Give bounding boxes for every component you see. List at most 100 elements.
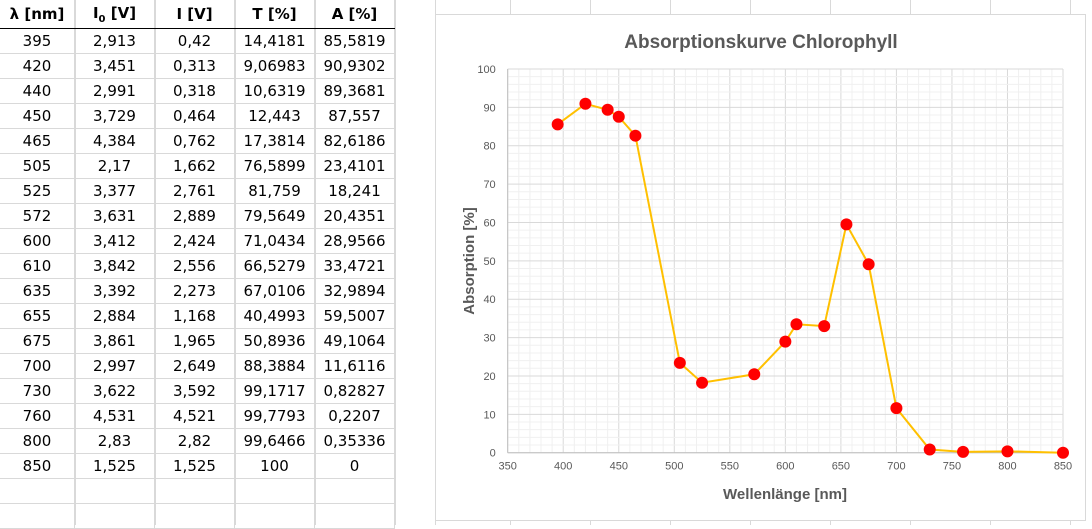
header-a[interactable]: A [%]: [314, 0, 395, 29]
table-cell[interactable]: 572: [0, 203, 75, 229]
table-cell[interactable]: 395: [0, 28, 75, 54]
table-cell[interactable]: 3,451: [74, 53, 155, 79]
table-cell[interactable]: 76,5899: [234, 153, 315, 179]
table-cell[interactable]: 850: [0, 453, 75, 479]
table-cell[interactable]: 1,525: [154, 453, 235, 479]
table-cell[interactable]: 0,82827: [314, 378, 395, 404]
table-cell[interactable]: 2,913: [74, 28, 155, 54]
table-cell[interactable]: 3,842: [74, 253, 155, 279]
table-cell[interactable]: 89,3681: [314, 78, 395, 104]
chart-area[interactable]: [435, 14, 1086, 521]
table-cell[interactable]: 635: [0, 278, 75, 304]
table-cell[interactable]: 87,557: [314, 103, 395, 129]
table-cell[interactable]: 2,83: [74, 428, 155, 454]
table-cell[interactable]: 2,884: [74, 303, 155, 329]
header-t[interactable]: T [%]: [234, 0, 315, 29]
table-cell[interactable]: 2,17: [74, 153, 155, 179]
table-cell[interactable]: 700: [0, 353, 75, 379]
table-cell[interactable]: 3,377: [74, 178, 155, 204]
table-cell[interactable]: 800: [0, 428, 75, 454]
table-cell[interactable]: 4,531: [74, 403, 155, 429]
table-cell[interactable]: 4,384: [74, 128, 155, 154]
table-cell[interactable]: 90,9302: [314, 53, 395, 79]
table-cell[interactable]: 66,5279: [234, 253, 315, 279]
table-cell[interactable]: 40,4993: [234, 303, 315, 329]
table-cell[interactable]: 2,424: [154, 228, 235, 254]
table-cell[interactable]: 20,4351: [314, 203, 395, 229]
table-cell[interactable]: 0,2207: [314, 403, 395, 429]
table-cell[interactable]: 100: [234, 453, 315, 479]
table-cell[interactable]: 99,1717: [234, 378, 315, 404]
table-cell[interactable]: 525: [0, 178, 75, 204]
table-cell[interactable]: 0: [314, 453, 395, 479]
table-cell[interactable]: 17,3814: [234, 128, 315, 154]
header-i0[interactable]: I0 [V]: [74, 0, 155, 29]
table-cell[interactable]: 3,861: [74, 328, 155, 354]
table-cell[interactable]: 760: [0, 403, 75, 429]
table-cell[interactable]: 3,592: [154, 378, 235, 404]
table-cell[interactable]: 730: [0, 378, 75, 404]
table-cell[interactable]: 2,889: [154, 203, 235, 229]
table-cell[interactable]: 0,318: [154, 78, 235, 104]
table-cell[interactable]: 3,622: [74, 378, 155, 404]
table-cell[interactable]: 85,5819: [314, 28, 395, 54]
table-cell[interactable]: 1,525: [74, 453, 155, 479]
table-cell[interactable]: 2,556: [154, 253, 235, 279]
table-cell[interactable]: 10,6319: [234, 78, 315, 104]
empty-cell[interactable]: [234, 478, 315, 504]
empty-cell[interactable]: [0, 478, 75, 504]
table-cell[interactable]: 14,4181: [234, 28, 315, 54]
table-cell[interactable]: 82,6186: [314, 128, 395, 154]
table-cell[interactable]: 0,35336: [314, 428, 395, 454]
table-cell[interactable]: 610: [0, 253, 75, 279]
table-cell[interactable]: 2,991: [74, 78, 155, 104]
empty-cell[interactable]: [154, 478, 235, 504]
table-cell[interactable]: 71,0434: [234, 228, 315, 254]
table-cell[interactable]: 67,0106: [234, 278, 315, 304]
header-i[interactable]: I [V]: [154, 0, 235, 29]
table-cell[interactable]: 505: [0, 153, 75, 179]
table-cell[interactable]: 465: [0, 128, 75, 154]
table-cell[interactable]: 99,6466: [234, 428, 315, 454]
table-cell[interactable]: 79,5649: [234, 203, 315, 229]
table-cell[interactable]: 50,8936: [234, 328, 315, 354]
table-cell[interactable]: 28,9566: [314, 228, 395, 254]
table-cell[interactable]: 0,762: [154, 128, 235, 154]
table-cell[interactable]: 440: [0, 78, 75, 104]
table-cell[interactable]: 1,965: [154, 328, 235, 354]
table-cell[interactable]: 11,6116: [314, 353, 395, 379]
table-cell[interactable]: 12,443: [234, 103, 315, 129]
table-cell[interactable]: 81,759: [234, 178, 315, 204]
table-cell[interactable]: 2,82: [154, 428, 235, 454]
table-cell[interactable]: 655: [0, 303, 75, 329]
table-cell[interactable]: 3,412: [74, 228, 155, 254]
table-cell[interactable]: 1,168: [154, 303, 235, 329]
table-cell[interactable]: 3,392: [74, 278, 155, 304]
table-cell[interactable]: 1,662: [154, 153, 235, 179]
table-cell[interactable]: 99,7793: [234, 403, 315, 429]
table-cell[interactable]: 33,4721: [314, 253, 395, 279]
table-cell[interactable]: 0,464: [154, 103, 235, 129]
table-cell[interactable]: 18,241: [314, 178, 395, 204]
table-cell[interactable]: 88,3884: [234, 353, 315, 379]
table-cell[interactable]: 2,761: [154, 178, 235, 204]
table-cell[interactable]: 32,9894: [314, 278, 395, 304]
table-cell[interactable]: 3,729: [74, 103, 155, 129]
table-cell[interactable]: 2,997: [74, 353, 155, 379]
table-cell[interactable]: 600: [0, 228, 75, 254]
table-cell[interactable]: 3,631: [74, 203, 155, 229]
table-cell[interactable]: 0,313: [154, 53, 235, 79]
empty-cell[interactable]: [314, 478, 395, 504]
table-cell[interactable]: 2,273: [154, 278, 235, 304]
table-cell[interactable]: 49,1064: [314, 328, 395, 354]
table-cell[interactable]: 450: [0, 103, 75, 129]
table-cell[interactable]: 420: [0, 53, 75, 79]
table-cell[interactable]: 0,42: [154, 28, 235, 54]
table-cell[interactable]: 675: [0, 328, 75, 354]
header-wavelength[interactable]: λ [nm]: [0, 0, 75, 29]
table-cell[interactable]: 23,4101: [314, 153, 395, 179]
table-cell[interactable]: 4,521: [154, 403, 235, 429]
table-cell[interactable]: 9,06983: [234, 53, 315, 79]
table-cell[interactable]: 59,5007: [314, 303, 395, 329]
